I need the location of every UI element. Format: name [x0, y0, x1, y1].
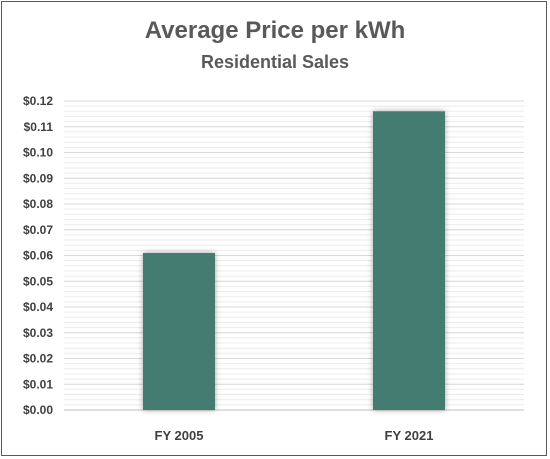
y-tick-label: $0.03: [23, 326, 53, 340]
y-tick-label: $0.06: [23, 249, 53, 263]
x-category-label: FY 2005: [155, 428, 204, 443]
y-tick-label: $0.07: [23, 223, 53, 237]
y-tick-label: $0.05: [23, 274, 53, 288]
y-tick-label: $0.10: [23, 146, 53, 160]
y-tick-label: $0.00: [23, 403, 53, 417]
y-tick-label: $0.02: [23, 352, 53, 366]
y-tick-label: $0.11: [24, 120, 54, 134]
bar-fy-2021: [373, 111, 445, 410]
gridlines: [64, 101, 524, 410]
x-axis-categories: FY 2005 FY 2021: [155, 428, 434, 443]
y-tick-label: $0.08: [23, 197, 53, 211]
y-tick-label: $0.12: [23, 94, 53, 108]
y-axis-ticks: $0.00 $0.01 $0.02 $0.03 $0.04 $0.05 $0.06 $0.07…: [23, 94, 53, 417]
y-tick-label: $0.01: [23, 377, 53, 391]
y-tick-label: $0.04: [23, 300, 53, 314]
bar-fy-2005: [143, 253, 215, 410]
x-category-label: FY 2021: [385, 428, 434, 443]
y-tick-label: $0.09: [23, 171, 53, 185]
